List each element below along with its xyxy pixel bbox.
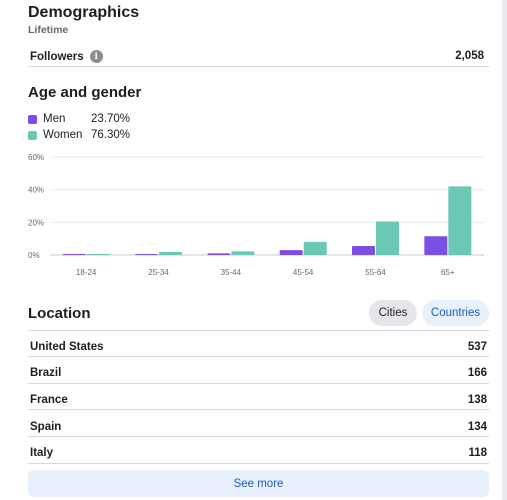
divider <box>28 383 489 384</box>
divider <box>28 330 489 331</box>
age-gender-title: Age and gender <box>28 84 142 101</box>
page-title: Demographics <box>28 4 140 21</box>
info-icon[interactable]: i <box>89 50 103 63</box>
legend-item-women: Women 76.30% <box>28 127 130 143</box>
bar-men-45-54 <box>279 250 303 255</box>
y-tick-label: 60% <box>28 153 44 162</box>
location-row-spain: Spain 134 <box>30 421 487 433</box>
location-name: Spain <box>30 421 62 433</box>
location-name: United States <box>30 341 104 353</box>
followers-label: Followers i <box>30 50 103 63</box>
location-count: 537 <box>467 341 487 353</box>
cities-toggle-button[interactable]: Cities <box>369 300 417 326</box>
location-count: 166 <box>467 367 487 379</box>
bar-women-65+ <box>448 186 472 255</box>
chart-legend: Men 23.70% Women 76.30% <box>28 111 130 143</box>
followers-count: 2,058 <box>455 50 484 62</box>
divider <box>28 436 489 437</box>
legend-percent: 76.30% <box>91 129 131 141</box>
bar-women-25-34 <box>159 252 182 255</box>
location-row-italy: Italy 118 <box>30 447 487 459</box>
location-name: France <box>30 394 68 406</box>
x-tick-label: 25-34 <box>148 268 169 277</box>
divider <box>28 356 489 357</box>
divider <box>28 409 489 410</box>
age-gender-bar-chart: 60% 40% 20% 0% 18-24 25-34 35-44 45-54 55-64 65+ <box>28 153 484 277</box>
divider <box>28 463 489 464</box>
bar-men-65+ <box>424 236 448 255</box>
x-tick-label: 65+ <box>441 268 455 277</box>
bar-men-35-44 <box>207 253 231 255</box>
location-count: 134 <box>467 421 487 433</box>
location-title: Location <box>28 305 91 322</box>
bar-women-18-24 <box>86 254 110 255</box>
followers-label-text: Followers <box>30 50 84 63</box>
bar-women-35-44 <box>231 251 255 255</box>
y-tick-label: 20% <box>28 218 44 227</box>
legend-item-men: Men 23.70% <box>28 111 130 127</box>
location-name: Brazil <box>30 367 62 379</box>
see-more-button[interactable]: See more <box>28 470 489 497</box>
x-tick-label: 35-44 <box>221 268 242 277</box>
countries-toggle-button[interactable]: Countries <box>422 300 489 326</box>
legend-label: Women <box>43 129 83 141</box>
x-tick-label: 45-54 <box>293 268 314 277</box>
bar-men-25-34 <box>135 254 158 255</box>
location-count: 118 <box>468 447 487 459</box>
x-tick-label: 55-64 <box>365 268 386 277</box>
legend-swatch-women <box>28 130 37 140</box>
divider <box>28 66 489 67</box>
bar-women-55-64 <box>376 221 399 255</box>
legend-label: Men <box>43 113 66 125</box>
right-edge <box>502 0 507 500</box>
bar-men-55-64 <box>352 246 375 255</box>
location-row-france: France 138 <box>30 394 487 406</box>
bar-women-45-54 <box>303 241 327 255</box>
legend-swatch-men <box>28 114 37 124</box>
location-row-united-states: United States 537 <box>30 341 487 353</box>
bar-men-18-24 <box>62 254 86 255</box>
y-tick-label: 0% <box>28 251 40 260</box>
location-name: Italy <box>30 447 54 459</box>
page-subtitle: Lifetime <box>28 24 69 36</box>
location-count: 138 <box>467 394 487 406</box>
location-row-brazil: Brazil 166 <box>30 367 487 379</box>
legend-percent: 23.70% <box>91 113 131 125</box>
y-tick-label: 40% <box>28 186 44 195</box>
x-tick-label: 18-24 <box>76 268 97 277</box>
